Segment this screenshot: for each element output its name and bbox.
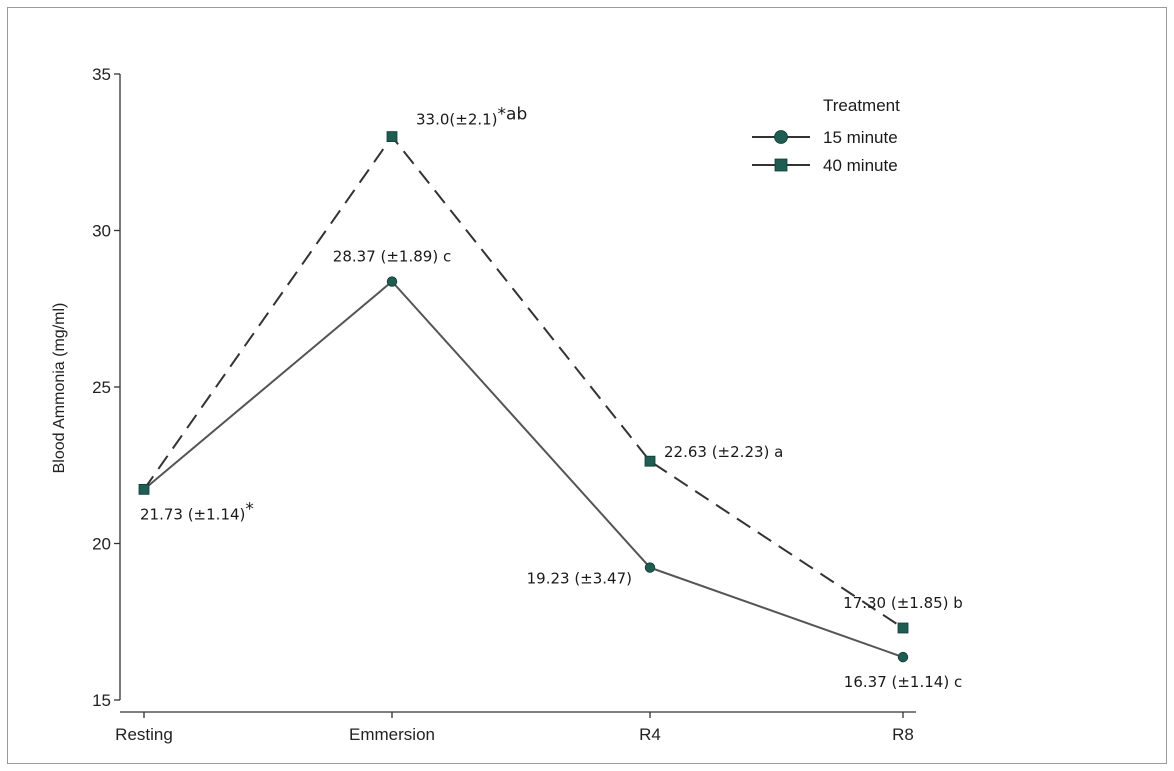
x-tick-label: Emmersion <box>349 725 435 744</box>
series-line-2 <box>143 134 904 629</box>
point-square <box>897 622 909 634</box>
y-tick-label: 30 <box>92 222 111 241</box>
data-label: 28.37 (±1.89) c <box>333 248 451 266</box>
legend-marker-circle <box>774 130 788 144</box>
y-tick-label: 25 <box>92 378 111 397</box>
x-tick-label: R8 <box>892 725 914 744</box>
series-line-1 <box>143 280 904 659</box>
series-markers <box>138 131 909 663</box>
data-label: 21.73 (±1.14)* <box>140 499 254 523</box>
data-label: 22.63 (±2.23) a <box>664 443 783 461</box>
point-circle <box>897 651 909 663</box>
data-label-superscript: *ab <box>498 105 528 125</box>
data-label: 17.30 (±1.85) b <box>843 594 963 612</box>
figure-frame <box>7 7 1167 764</box>
legend-marker-square <box>774 158 788 172</box>
y-tick-label: 35 <box>92 65 111 84</box>
point-circle <box>386 276 398 287</box>
data-labels: 21.73 (±1.14)* 28.37 (±1.89) c 19.23 (±3.4… <box>140 105 963 692</box>
x-tick-label: Resting <box>115 725 173 744</box>
y-tick-label: 20 <box>92 535 111 554</box>
axes: 15 20 25 30 35 Resting Emmersion R4 R8 Blood Ammo… <box>51 65 916 744</box>
point-circle <box>644 562 656 573</box>
y-axis-title: Blood Ammonia (mg/ml) <box>51 303 68 474</box>
x-tick-label: R4 <box>639 725 661 744</box>
legend-title: Treatment <box>823 96 900 115</box>
data-label: 19.23 (±3.47) <box>527 570 632 588</box>
legend-label: 15 minute <box>823 128 898 147</box>
data-label-superscript: * <box>245 499 254 519</box>
legend-label: 40 minute <box>823 156 898 175</box>
point-square <box>386 131 398 143</box>
data-label: 16.37 (±1.14) c <box>844 673 962 691</box>
y-tick-label: 15 <box>92 691 111 710</box>
legend: Treatment 15 minute 40 minute <box>752 96 900 175</box>
data-label: 33.0(±2.1)*ab <box>416 105 527 129</box>
series-lines <box>143 134 904 659</box>
point-square <box>644 455 656 467</box>
point-square <box>138 483 150 495</box>
